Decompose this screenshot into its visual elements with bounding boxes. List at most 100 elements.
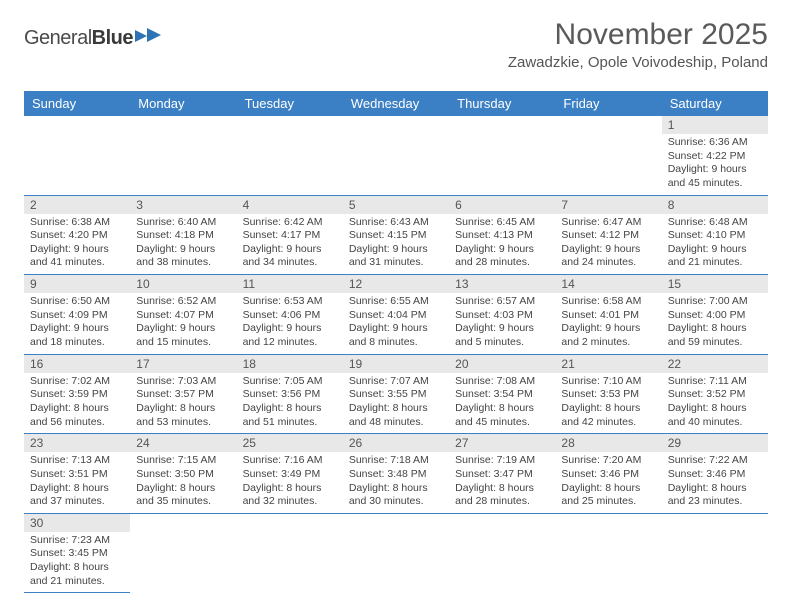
sunrise-text: Sunrise: 7:22 AM	[668, 454, 762, 468]
daylight-text: Daylight: 8 hours and 56 minutes.	[30, 402, 124, 429]
calendar-cell: 21Sunrise: 7:10 AMSunset: 3:53 PMDayligh…	[555, 355, 661, 435]
sunrise-text: Sunrise: 6:48 AM	[668, 216, 762, 230]
day-info: Sunrise: 7:02 AMSunset: 3:59 PMDaylight:…	[24, 373, 130, 434]
day-number: 30	[24, 514, 130, 532]
calendar-cell: 1Sunrise: 6:36 AMSunset: 4:22 PMDaylight…	[662, 116, 768, 196]
sunrise-text: Sunrise: 7:11 AM	[668, 375, 762, 389]
calendar-body: 1Sunrise: 6:36 AMSunset: 4:22 PMDaylight…	[24, 116, 768, 593]
calendar-cell: 30Sunrise: 7:23 AMSunset: 3:45 PMDayligh…	[24, 514, 130, 594]
day-number: 21	[555, 355, 661, 373]
sunrise-text: Sunrise: 6:53 AM	[243, 295, 337, 309]
day-number: 18	[237, 355, 343, 373]
day-info: Sunrise: 6:57 AMSunset: 4:03 PMDaylight:…	[449, 293, 555, 354]
daylight-text: Daylight: 9 hours and 24 minutes.	[561, 243, 655, 270]
day-number: 20	[449, 355, 555, 373]
day-info: Sunrise: 7:07 AMSunset: 3:55 PMDaylight:…	[343, 373, 449, 434]
sunset-text: Sunset: 4:09 PM	[30, 309, 124, 323]
location-subtitle: Zawadzkie, Opole Voivodeship, Poland	[508, 54, 768, 71]
sunset-text: Sunset: 4:18 PM	[136, 229, 230, 243]
sunset-text: Sunset: 4:10 PM	[668, 229, 762, 243]
sunrise-text: Sunrise: 7:03 AM	[136, 375, 230, 389]
calendar-cell: 9Sunrise: 6:50 AMSunset: 4:09 PMDaylight…	[24, 275, 130, 355]
daylight-text: Daylight: 8 hours and 32 minutes.	[243, 482, 337, 509]
sunrise-text: Sunrise: 6:40 AM	[136, 216, 230, 230]
sunrise-text: Sunrise: 7:10 AM	[561, 375, 655, 389]
calendar-cell-empty	[555, 514, 661, 594]
day-info: Sunrise: 7:08 AMSunset: 3:54 PMDaylight:…	[449, 373, 555, 434]
sunrise-text: Sunrise: 6:47 AM	[561, 216, 655, 230]
day-number: 28	[555, 434, 661, 452]
calendar-cell: 5Sunrise: 6:43 AMSunset: 4:15 PMDaylight…	[343, 196, 449, 276]
daylight-text: Daylight: 8 hours and 40 minutes.	[668, 402, 762, 429]
day-info: Sunrise: 6:55 AMSunset: 4:04 PMDaylight:…	[343, 293, 449, 354]
daylight-text: Daylight: 8 hours and 30 minutes.	[349, 482, 443, 509]
daylight-text: Daylight: 9 hours and 28 minutes.	[455, 243, 549, 270]
day-header-sat: Saturday	[662, 91, 768, 116]
day-number: 25	[237, 434, 343, 452]
flag-icon	[133, 26, 161, 51]
daylight-text: Daylight: 8 hours and 53 minutes.	[136, 402, 230, 429]
sunset-text: Sunset: 3:55 PM	[349, 388, 443, 402]
day-number: 17	[130, 355, 236, 373]
brand-part1: General	[24, 27, 92, 49]
day-number: 23	[24, 434, 130, 452]
sunrise-text: Sunrise: 7:23 AM	[30, 534, 124, 548]
daylight-text: Daylight: 9 hours and 15 minutes.	[136, 322, 230, 349]
day-number: 5	[343, 196, 449, 214]
day-info: Sunrise: 7:23 AMSunset: 3:45 PMDaylight:…	[24, 532, 130, 593]
sunrise-text: Sunrise: 6:43 AM	[349, 216, 443, 230]
calendar-cell-empty	[555, 116, 661, 196]
day-number: 12	[343, 275, 449, 293]
calendar-cell: 22Sunrise: 7:11 AMSunset: 3:52 PMDayligh…	[662, 355, 768, 435]
daylight-text: Daylight: 8 hours and 48 minutes.	[349, 402, 443, 429]
calendar-cell-empty	[237, 514, 343, 594]
day-header-fri: Friday	[555, 91, 661, 116]
calendar-cell: 20Sunrise: 7:08 AMSunset: 3:54 PMDayligh…	[449, 355, 555, 435]
daylight-text: Daylight: 8 hours and 28 minutes.	[455, 482, 549, 509]
day-info: Sunrise: 7:03 AMSunset: 3:57 PMDaylight:…	[130, 373, 236, 434]
day-number: 24	[130, 434, 236, 452]
sunset-text: Sunset: 3:53 PM	[561, 388, 655, 402]
day-info: Sunrise: 6:38 AMSunset: 4:20 PMDaylight:…	[24, 214, 130, 275]
sunrise-text: Sunrise: 6:50 AM	[30, 295, 124, 309]
sunset-text: Sunset: 4:15 PM	[349, 229, 443, 243]
sunrise-text: Sunrise: 7:15 AM	[136, 454, 230, 468]
sunset-text: Sunset: 3:56 PM	[243, 388, 337, 402]
daylight-text: Daylight: 8 hours and 25 minutes.	[561, 482, 655, 509]
day-header-thu: Thursday	[449, 91, 555, 116]
day-number: 15	[662, 275, 768, 293]
day-number: 8	[662, 196, 768, 214]
day-info: Sunrise: 7:11 AMSunset: 3:52 PMDaylight:…	[662, 373, 768, 434]
day-number: 10	[130, 275, 236, 293]
sunrise-text: Sunrise: 7:13 AM	[30, 454, 124, 468]
calendar-cell: 16Sunrise: 7:02 AMSunset: 3:59 PMDayligh…	[24, 355, 130, 435]
sunrise-text: Sunrise: 7:00 AM	[668, 295, 762, 309]
sunset-text: Sunset: 4:12 PM	[561, 229, 655, 243]
brand-text: GeneralBlue	[24, 27, 133, 50]
calendar-cell-empty	[343, 514, 449, 594]
day-number: 1	[662, 116, 768, 134]
day-info: Sunrise: 7:22 AMSunset: 3:46 PMDaylight:…	[662, 452, 768, 513]
daylight-text: Daylight: 8 hours and 59 minutes.	[668, 322, 762, 349]
sunrise-text: Sunrise: 6:58 AM	[561, 295, 655, 309]
day-info: Sunrise: 7:05 AMSunset: 3:56 PMDaylight:…	[237, 373, 343, 434]
day-info: Sunrise: 7:10 AMSunset: 3:53 PMDaylight:…	[555, 373, 661, 434]
calendar-cell: 18Sunrise: 7:05 AMSunset: 3:56 PMDayligh…	[237, 355, 343, 435]
day-info: Sunrise: 7:16 AMSunset: 3:49 PMDaylight:…	[237, 452, 343, 513]
sunrise-text: Sunrise: 7:20 AM	[561, 454, 655, 468]
sunset-text: Sunset: 4:00 PM	[668, 309, 762, 323]
sunset-text: Sunset: 3:52 PM	[668, 388, 762, 402]
calendar-cell: 15 Sunrise: 7:00 AMSunset: 4:00 PMDayligh…	[662, 275, 768, 355]
day-header-mon: Monday	[130, 91, 236, 116]
sunset-text: Sunset: 4:03 PM	[455, 309, 549, 323]
sunset-text: Sunset: 4:20 PM	[30, 229, 124, 243]
sunset-text: Sunset: 3:48 PM	[349, 468, 443, 482]
daylight-text: Daylight: 8 hours and 21 minutes.	[30, 561, 124, 588]
day-header-tue: Tuesday	[237, 91, 343, 116]
brand-logo: GeneralBlue	[24, 26, 161, 51]
sunrise-text: Sunrise: 7:07 AM	[349, 375, 443, 389]
calendar-day-headers: Sunday Monday Tuesday Wednesday Thursday…	[24, 91, 768, 116]
calendar-cell: 28Sunrise: 7:20 AMSunset: 3:46 PMDayligh…	[555, 434, 661, 514]
daylight-text: Daylight: 8 hours and 37 minutes.	[30, 482, 124, 509]
sunrise-text: Sunrise: 6:52 AM	[136, 295, 230, 309]
